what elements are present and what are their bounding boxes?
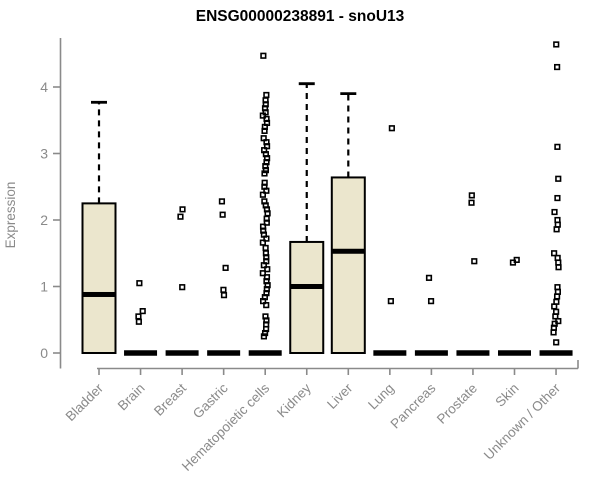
category-label-pancreas: Pancreas [388, 380, 439, 431]
outlier-point-hematopoietic-cells [263, 235, 270, 242]
outlier-point-hematopoietic-cells [259, 239, 266, 246]
category-label-prostate: Prostate [434, 381, 480, 427]
category-label-gastric: Gastric [190, 380, 231, 421]
outlier-point-hematopoietic-cells [262, 244, 269, 252]
outlier-point-unknown-other [555, 264, 562, 271]
outlier-point-prostate [468, 199, 475, 206]
outlier-point-unknown-other [551, 250, 558, 257]
chart-title: ENSG00000238891 - snoU13 [196, 8, 405, 25]
outlier-point-brain [135, 318, 142, 325]
outlier-point-hematopoietic-cells [259, 191, 267, 198]
outlier-point-gastric [220, 292, 228, 299]
zero-bar-brain [124, 350, 158, 356]
outlier-point-unknown-other [551, 208, 558, 216]
outlier-point-gastric [219, 211, 226, 218]
y-tick-label: 3 [40, 146, 48, 162]
outlier-point-hematopoietic-cells [264, 266, 271, 273]
outlier-point-gastric [222, 264, 229, 271]
box-liver [330, 176, 366, 354]
outlier-point-lung [388, 125, 395, 132]
median-kidney [290, 284, 324, 289]
zero-bar-hematopoietic-cells [248, 350, 282, 356]
outlier-point-breast [177, 213, 184, 220]
outlier-point-unknown-other [553, 293, 561, 300]
outlier-point-breast [179, 284, 186, 291]
y-tick-label: 1 [40, 279, 48, 295]
outlier-point-unknown-other [554, 143, 561, 150]
y-axis-label: Expression [3, 182, 18, 249]
outlier-point-skin [509, 259, 517, 266]
category-label-unknown-other: Unknown / Other [481, 380, 564, 463]
outlier-point-unknown-other [555, 175, 562, 182]
box-bladder [81, 202, 117, 354]
median-bladder [82, 291, 116, 297]
outlier-point-unknown-other [554, 194, 561, 202]
zero-bar-pancreas [414, 350, 448, 356]
y-tick-label: 0 [40, 345, 48, 361]
outlier-point-brain [135, 313, 142, 320]
outlier-point-prostate [468, 192, 475, 199]
box-kidney [289, 240, 325, 355]
outlier-point-hematopoietic-cells [261, 127, 268, 134]
outlier-point-pancreas [425, 274, 433, 281]
outlier-point-hematopoietic-cells [261, 329, 269, 337]
outlier-point-hematopoietic-cells [263, 302, 270, 309]
outlier-point-hematopoietic-cells [260, 333, 268, 340]
outlier-point-hematopoietic-cells [259, 270, 266, 277]
outlier-point-unknown-other [553, 41, 560, 48]
category-label-bladder: Bladder [63, 380, 107, 424]
outlier-point-brain [136, 280, 143, 287]
outlier-point-lung [387, 298, 394, 305]
zero-bar-gastric [207, 350, 241, 356]
outlier-point-gastric [220, 286, 227, 293]
y-tick-label: 4 [40, 79, 48, 95]
outlier-point-hematopoietic-cells [260, 262, 267, 269]
zero-bar-breast [165, 350, 199, 356]
outlier-point-hematopoietic-cells [260, 52, 267, 59]
outlier-point-hematopoietic-cells [263, 187, 270, 194]
outlier-point-pancreas [427, 298, 435, 305]
y-tick-label: 2 [40, 212, 48, 228]
category-label-liver: Liver [324, 380, 356, 412]
category-label-brain: Brain [115, 381, 148, 414]
zero-bar-prostate [456, 350, 490, 356]
median-liver [331, 248, 365, 254]
outlier-point-hematopoietic-cells [263, 219, 270, 226]
zero-bar-lung [373, 350, 407, 356]
category-label-kidney: Kidney [274, 380, 314, 420]
outlier-point-hematopoietic-cells [263, 91, 270, 99]
outlier-point-breast [179, 206, 186, 213]
zero-bar-skin [498, 350, 531, 356]
outlier-point-hematopoietic-cells [259, 112, 266, 119]
outlier-point-hematopoietic-cells [261, 170, 268, 177]
outlier-point-unknown-other [553, 339, 560, 346]
outlier-point-prostate [471, 258, 478, 265]
outlier-point-hematopoietic-cells [259, 298, 267, 305]
outlier-point-hematopoietic-cells [262, 167, 270, 174]
outlier-point-unknown-other [553, 226, 560, 233]
outlier-point-gastric [218, 198, 226, 205]
category-label-skin: Skin [492, 381, 521, 410]
outlier-point-brain [139, 308, 146, 315]
outlier-point-unknown-other [551, 303, 558, 310]
category-label-breast: Breast [151, 380, 189, 418]
outlier-point-unknown-other [554, 63, 561, 71]
zero-bar-unknown-other [539, 350, 573, 356]
outlier-point-unknown-other [550, 329, 557, 336]
outlier-point-hematopoietic-cells [264, 210, 271, 217]
category-label-lung: Lung [365, 381, 397, 413]
